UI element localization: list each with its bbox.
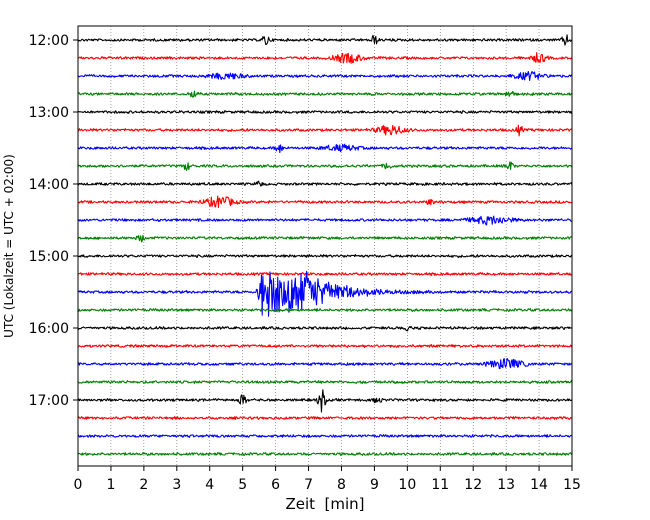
x-tick-label: 3 [172,477,181,493]
trace-1745 [77,452,573,456]
x-tick-label: 15 [563,477,581,493]
trace-1430 [77,215,573,226]
trace-1245 [77,90,573,98]
y-axis: 12:00 13:00 14:00 15:00 16:00 17:00 [29,33,78,409]
trace-1530 [77,270,573,317]
trace-1330 [77,143,573,154]
trace-1400 [77,180,573,187]
trace-1700 [77,389,573,413]
trace-1200 [77,34,573,46]
trace-1715 [77,416,573,420]
x-tick-label: 5 [238,477,247,493]
y-tick-label: 12:00 [29,33,69,49]
x-tick-label: 14 [530,477,548,493]
x-tick-label: 1 [106,477,115,493]
trace-1345 [77,161,573,171]
y-tick-label: 16:00 [29,321,69,337]
y-tick-label: 17:00 [29,393,69,409]
y-tick-label: 14:00 [29,177,69,193]
y-tick-label: 15:00 [29,249,69,265]
trace-1730 [77,434,573,438]
trace-1415 [77,195,573,209]
plot-frame [77,25,573,467]
trace-1545 [77,308,573,312]
trace-1645 [77,380,573,384]
trace-1230 [77,70,573,82]
trace-1515 [77,272,573,276]
y-axis-label: UTC (Lokalzeit = UTC + 02:00) [2,154,16,338]
trace-1300 [77,110,573,114]
y-tick-label: 13:00 [29,105,69,121]
trace-1600 [77,325,573,332]
trace-1445 [77,234,573,243]
trace-1630 [77,357,573,370]
x-tick-label: 8 [337,477,346,493]
x-tick-label: 6 [271,477,280,493]
x-tick-label: 0 [74,477,83,493]
grid-lines [110,26,540,466]
traces [77,34,573,456]
x-tick-label: 9 [370,477,379,493]
x-tick-label: 4 [205,477,214,493]
trace-1615 [77,344,573,348]
x-tick-label: 12 [464,477,482,493]
x-tick-label: 11 [431,477,449,493]
x-tick-label: 13 [497,477,515,493]
x-tick-label: 7 [304,477,313,493]
x-axis-label: Zeit [min] [285,495,364,513]
trace-1500 [77,254,573,258]
x-axis: 0 1 2 3 4 5 6 7 8 9 10 11 12 13 14 15 [74,466,581,493]
x-tick-label: 2 [139,477,148,493]
trace-1315 [77,124,573,137]
trace-1215 [77,52,573,64]
x-tick-label: 10 [398,477,416,493]
